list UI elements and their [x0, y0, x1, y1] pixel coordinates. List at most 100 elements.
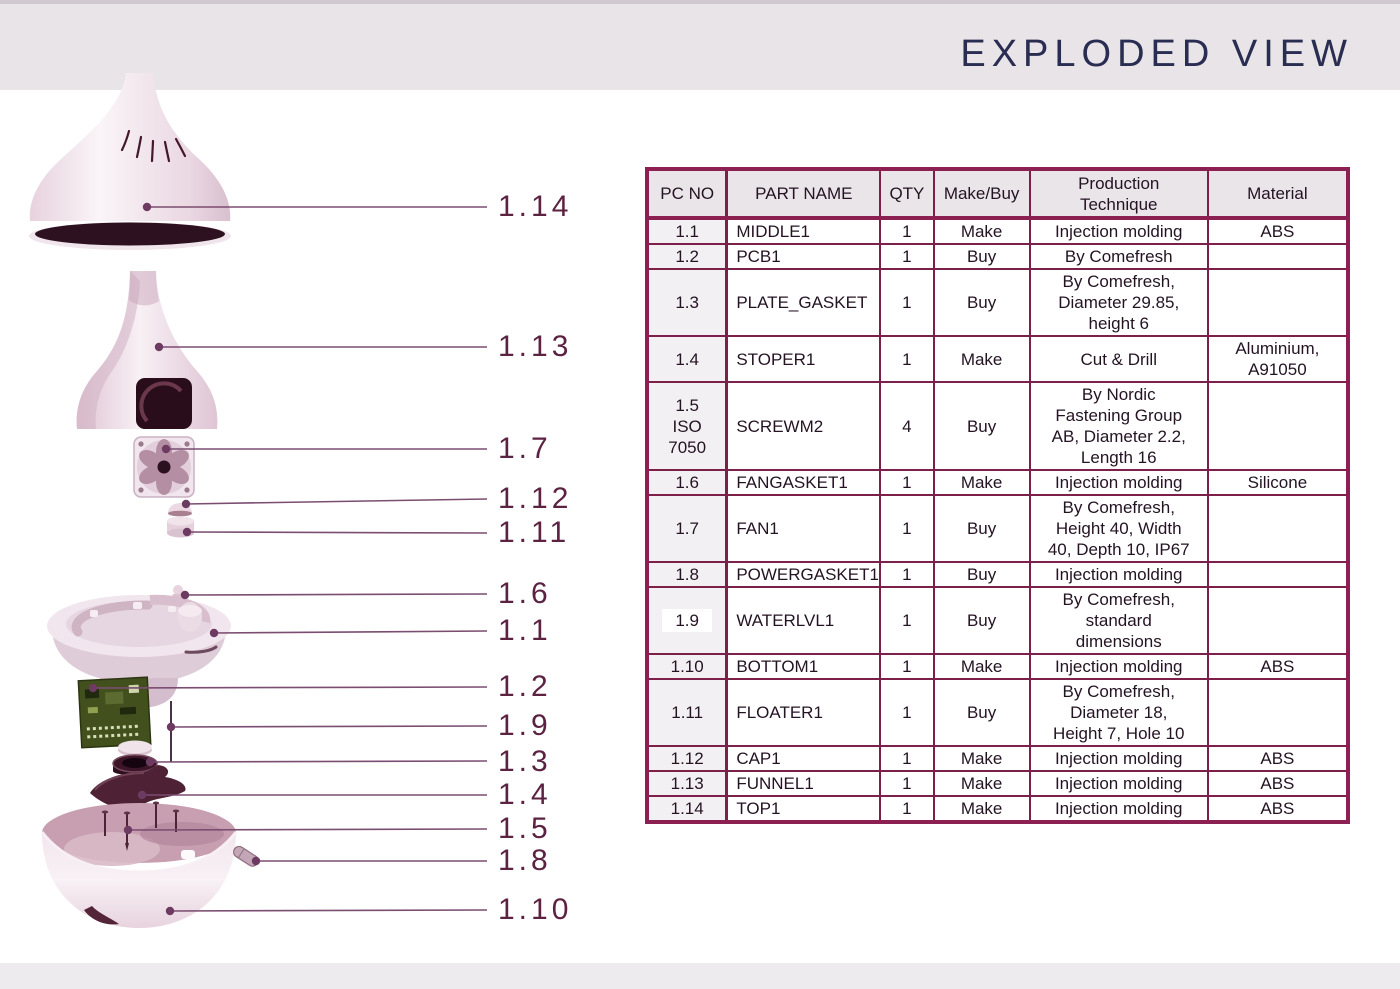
table-row: 1.5 ISO 7050 SCREWM2 4 Buy By Nordic Fas… [646, 381, 1350, 471]
cell-material [1206, 268, 1350, 337]
cell-qty: 1 [879, 217, 935, 245]
part-bottom1 [40, 803, 238, 928]
cell-make-buy: Make [932, 653, 1031, 680]
cell-make-buy: Make [932, 335, 1031, 383]
table-row: 1.1 MIDDLE1 1 Make Injection molding ABS [646, 217, 1350, 245]
cell-material: ABS [1206, 770, 1350, 797]
callout-1-8: 1.8 [498, 844, 552, 877]
cell-part-name: FUNNEL1 [725, 770, 882, 797]
cell-production: Injection molding [1028, 217, 1209, 245]
table-row: 1.4 STOPER1 1 Make Cut & Drill Aluminium… [646, 335, 1350, 383]
cell-make-buy: Make [932, 795, 1031, 823]
cell-part-name: PCB1 [725, 243, 882, 270]
bom-table-head: PC NO PART NAME QTY Make/Buy Production … [646, 168, 1350, 220]
cell-pc-no: 1.2 [646, 243, 729, 270]
cell-production: Injection molding [1028, 795, 1209, 823]
cell-material [1206, 381, 1350, 471]
cell-qty: 1 [879, 653, 935, 680]
footer-band [0, 963, 1400, 989]
table-row: 1.13 FUNNEL1 1 Make Injection molding AB… [646, 770, 1350, 797]
bom-table-container: PC NO PART NAME QTY Make/Buy Production … [645, 167, 1350, 824]
cell-material: ABS [1206, 745, 1350, 772]
table-row: 1.3 PLATE_GASKET 1 Buy By Comefresh, Dia… [646, 268, 1350, 337]
table-row: 1.12 CAP1 1 Make Injection molding ABS [646, 745, 1350, 772]
leader-1-13 [154, 342, 487, 352]
cell-material: Aluminium, A91050 [1206, 335, 1350, 383]
callout-1-3: 1.3 [498, 745, 552, 778]
cell-qty: 1 [879, 243, 935, 270]
cell-part-name: BOTTOM1 [725, 653, 882, 680]
header-pc-no: PC NO [646, 168, 729, 220]
leader-1-6 [180, 590, 488, 600]
cell-pc-no: 1.6 [646, 469, 729, 496]
leader-1-8 [251, 856, 487, 866]
cell-make-buy: Buy [932, 678, 1031, 747]
cell-production: By Nordic Fastening Group AB, Diameter 2… [1028, 381, 1209, 471]
cell-part-name: SCREWM2 [725, 381, 882, 471]
cell-part-name: FLOATER1 [725, 678, 882, 747]
table-row: 1.10 BOTTOM1 1 Make Injection molding AB… [646, 653, 1350, 680]
header-material: Material [1206, 168, 1350, 220]
header-band [0, 4, 1400, 90]
leader-1-5 [123, 825, 488, 835]
header-row: PC NO PART NAME QTY Make/Buy Production … [646, 168, 1350, 220]
cell-qty: 1 [879, 795, 935, 823]
part-funnel1 [76, 271, 218, 429]
cell-material [1206, 678, 1350, 747]
cell-qty: 1 [879, 469, 935, 496]
callout-1-1: 1.1 [498, 614, 552, 647]
callout-1-2: 1.2 [498, 670, 552, 703]
header-qty: QTY [879, 168, 935, 220]
page-title: EXPLODED VIEW [960, 33, 1353, 75]
exploded-view-illustration [29, 73, 488, 928]
leader-1-7 [161, 444, 487, 454]
cell-pc-no: 1.9 [646, 586, 729, 655]
callout-1-14: 1.14 [498, 190, 573, 223]
cell-production: Injection molding [1028, 770, 1209, 797]
cell-pc-no: 1.12 [646, 745, 729, 772]
table-row: 1.2 PCB1 1 Buy By Comefresh [646, 243, 1350, 270]
cell-production: Injection molding [1028, 745, 1209, 772]
leader-1-4 [137, 790, 487, 800]
cell-part-name: POWERGASKET1 [725, 561, 882, 588]
leader-1-10 [165, 906, 488, 916]
cell-make-buy: Buy [932, 586, 1031, 655]
leader-1-3 [145, 757, 488, 767]
leader-1-14 [142, 202, 487, 212]
callout-1-10: 1.10 [498, 893, 573, 926]
table-row: 1.9 WATERLVL1 1 Buy By Comefresh, standa… [646, 586, 1350, 655]
cell-make-buy: Make [932, 745, 1031, 772]
cell-pc-no: 1.7 [646, 494, 729, 563]
header-production-technique: Production Technique [1028, 168, 1209, 220]
top-edge-strip [0, 0, 1400, 4]
cell-make-buy: Make [932, 469, 1031, 496]
cell-production: Cut & Drill [1028, 335, 1209, 383]
cell-production: Injection molding [1028, 469, 1209, 496]
cell-qty: 1 [879, 561, 935, 588]
part-top1 [29, 73, 231, 250]
cell-material: Silicone [1206, 469, 1350, 496]
cell-qty: 1 [879, 770, 935, 797]
cell-part-name: MIDDLE1 [725, 217, 882, 245]
cell-part-name: TOP1 [725, 795, 882, 823]
cell-pc-no: 1.5 ISO 7050 [646, 381, 729, 471]
cell-production: Injection molding [1028, 561, 1209, 588]
cell-qty: 1 [879, 678, 935, 747]
cell-qty: 1 [879, 586, 935, 655]
cell-material [1206, 243, 1350, 270]
table-row: 1.7 FAN1 1 Buy By Comefresh, Height 40, … [646, 494, 1350, 563]
leader-1-1 [209, 628, 488, 638]
cell-part-name: WATERLVL1 [725, 586, 882, 655]
cell-pc-no: 1.10 [646, 653, 729, 680]
cell-pc-no: 1.13 [646, 770, 729, 797]
leader-1-11 [182, 527, 488, 537]
cell-qty: 1 [879, 335, 935, 383]
cell-production: By Comefresh [1028, 243, 1209, 270]
header-make-buy: Make/Buy [932, 168, 1031, 220]
callout-1-5: 1.5 [498, 812, 552, 845]
cell-pc-no: 1.3 [646, 268, 729, 337]
callout-1-7: 1.7 [498, 432, 552, 465]
cell-make-buy: Buy [932, 243, 1031, 270]
cell-material: ABS [1206, 795, 1350, 823]
